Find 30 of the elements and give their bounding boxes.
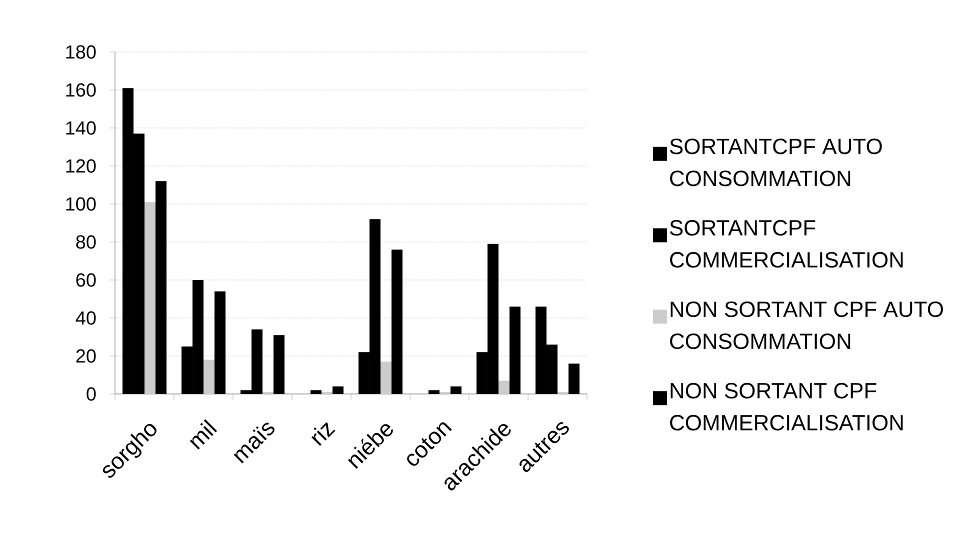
bar [510, 306, 521, 394]
bar [274, 335, 285, 394]
x-tick-label: mil [190, 419, 218, 450]
y-tick-label: 80 [76, 235, 96, 249]
y-tick-label: 120 [66, 159, 96, 173]
bar [498, 380, 510, 394]
bar [392, 250, 403, 394]
y-tick-label: 160 [66, 83, 96, 97]
bar [310, 390, 322, 394]
y-tick-label: 0 [86, 387, 96, 401]
bar [214, 291, 226, 394]
bar [144, 202, 156, 394]
legend-label: SORTANTCPF COMMERCIALISATION [670, 220, 903, 268]
y-tick-label: 40 [76, 311, 96, 325]
x-tick-label: riz [311, 422, 336, 446]
legend-label: NON SORTANT CPF COMMERCIALISATION [670, 382, 903, 430]
y-tick-label: 100 [66, 197, 96, 211]
legend-label: SORTANTCPF AUTO CONSOMMATION [670, 138, 882, 186]
y-tick-label: 60 [76, 273, 96, 287]
legend-label: NON SORTANT CPF AUTO CONSOMMATION [670, 301, 943, 350]
bar [204, 360, 215, 394]
y-tick-label: 140 [66, 121, 96, 135]
bar [380, 362, 392, 394]
bar [450, 386, 462, 394]
bar [332, 386, 344, 394]
y-tick-label: 180 [66, 45, 96, 59]
y-tick-label: 20 [76, 349, 96, 363]
bar [428, 390, 440, 394]
bar [156, 181, 167, 394]
bar [568, 364, 580, 394]
